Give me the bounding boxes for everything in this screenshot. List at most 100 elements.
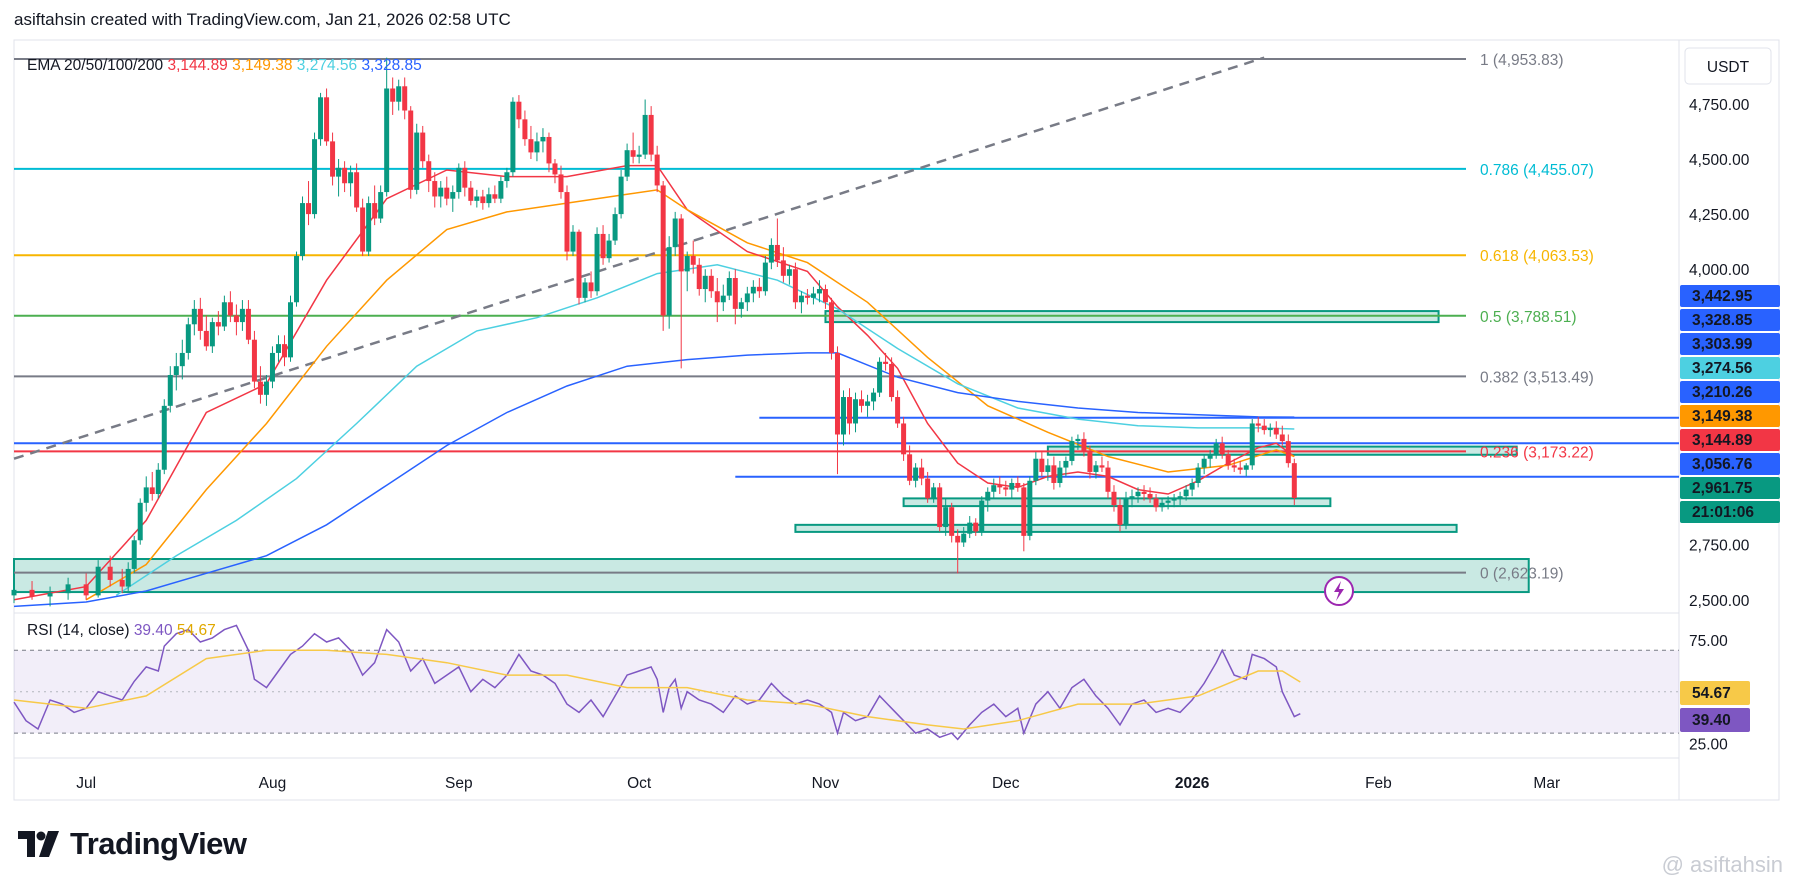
tradingview-logo[interactable]: TradingView [18, 826, 247, 862]
candle-body [1051, 465, 1057, 483]
price-tag [1680, 405, 1780, 427]
candle-body [474, 196, 480, 201]
rsi-pane: RSI (14, close) 39.40 54.67 [13, 622, 1679, 741]
candle-body [750, 286, 756, 294]
candle-body [1183, 489, 1189, 497]
candle-body [690, 255, 696, 265]
candle-body [865, 401, 871, 406]
candle-body [840, 397, 846, 435]
price-tag-label: 3,056.76 [1692, 456, 1753, 473]
candle-body [834, 352, 840, 435]
rsi-tick-label: 25.00 [1689, 737, 1728, 754]
candle-body [179, 352, 185, 367]
candle-body [1045, 465, 1051, 472]
candle-body [366, 203, 372, 252]
rsi-legend: RSI (14, close) 39.40 54.67 [27, 622, 216, 639]
candle-body [324, 97, 330, 142]
candle-body [889, 363, 895, 398]
candle-body [342, 167, 348, 184]
candle-body [480, 196, 486, 204]
candle-body [450, 192, 456, 199]
price-tag-label: 21:01:06 [1692, 504, 1754, 521]
time-axis[interactable]: Jul Aug Sep Oct Nov Dec 2026 Feb Mar [76, 775, 1560, 792]
candle-body [1201, 458, 1207, 468]
ema-legend-title: EMA 20/50/100/200 [27, 57, 167, 74]
candle-body [384, 88, 390, 193]
candle-body [408, 110, 414, 190]
candle-body [798, 295, 804, 303]
candle-body [522, 119, 528, 140]
candle-body [47, 593, 53, 597]
candle-body [1207, 454, 1213, 459]
candle-body [931, 487, 937, 499]
candle-body [11, 589, 17, 596]
price-tag [1680, 477, 1780, 499]
candle-body [877, 361, 883, 393]
candle-body [360, 207, 366, 252]
candle-body [828, 302, 834, 353]
candle-body [420, 132, 426, 162]
rsi-tick-label: 75.00 [1689, 633, 1728, 650]
price-tag-label: 3,303.99 [1692, 336, 1753, 353]
candle-body [414, 132, 420, 190]
candle-body [648, 114, 654, 155]
candle-body [390, 88, 396, 102]
rsi-legend-ma: 54.67 [177, 622, 216, 639]
candle-body [678, 218, 684, 272]
fib-label-0.618: 0.618 (4,063.53) [1480, 248, 1594, 265]
candle-body [191, 308, 197, 325]
candle-body [1021, 487, 1027, 536]
candle-body [1279, 434, 1285, 442]
candle-body [486, 194, 492, 204]
candle-body [510, 101, 516, 173]
ema-layer [13, 164, 1295, 608]
candle-body [1009, 482, 1015, 490]
candle-body [1255, 423, 1261, 426]
price-tick-label: 4,750.00 [1689, 97, 1750, 114]
candle-body [738, 302, 744, 309]
candle-body [1111, 491, 1117, 506]
candle-body [1027, 480, 1033, 536]
fib-label-0.5: 0.5 (3,788.51) [1480, 309, 1577, 326]
candle-body [354, 172, 360, 208]
trendline [13, 56, 1265, 460]
time-tick-label: Dec [992, 775, 1020, 792]
candle-body [654, 154, 660, 186]
price-tick-label: 2,750.00 [1689, 538, 1750, 555]
candle-body [1003, 487, 1009, 490]
price-tag-label: 3,442.95 [1692, 288, 1753, 305]
ema-line [13, 164, 1295, 601]
tv-logo-icon [18, 831, 59, 857]
candle-body [1231, 465, 1237, 468]
candle-body [859, 399, 865, 406]
price-tag [1680, 453, 1780, 475]
price-tick-label: 4,500.00 [1689, 152, 1750, 169]
fib-label-1: 1 (4,953.83) [1480, 52, 1564, 69]
candle-body [426, 161, 432, 182]
candle-body [564, 192, 570, 252]
candle-body [985, 491, 991, 501]
candle-body [203, 330, 209, 347]
candle-body [612, 214, 618, 241]
time-tick-label: Jul [76, 775, 96, 792]
bolt-icon[interactable] [1324, 576, 1354, 606]
price-tag [1680, 309, 1780, 331]
fib-label-0.786: 0.786 (4,455.07) [1480, 162, 1594, 179]
price-tag-label: 3,144.89 [1692, 432, 1753, 449]
candle-body [961, 533, 967, 543]
candle-body [1153, 498, 1159, 508]
candle-body [901, 423, 907, 455]
price-tag-label: 3,149.38 [1692, 408, 1753, 425]
candle-body [1159, 502, 1165, 508]
price-axis[interactable]: USDT 4,750.00 4,500.00 4,250.00 4,000.00 2,75… [1680, 47, 1780, 754]
candle-body [215, 322, 221, 327]
candle-body [702, 275, 708, 290]
candle-body [570, 231, 576, 252]
ema-line [85, 189, 1295, 601]
candle-body [895, 397, 901, 424]
candle-body [708, 275, 714, 292]
candle-body [1237, 467, 1243, 470]
ema-legend[interactable]: EMA 20/50/100/200 3,144.89 3,149.38 3,27… [27, 57, 422, 74]
candle-body [955, 535, 961, 543]
